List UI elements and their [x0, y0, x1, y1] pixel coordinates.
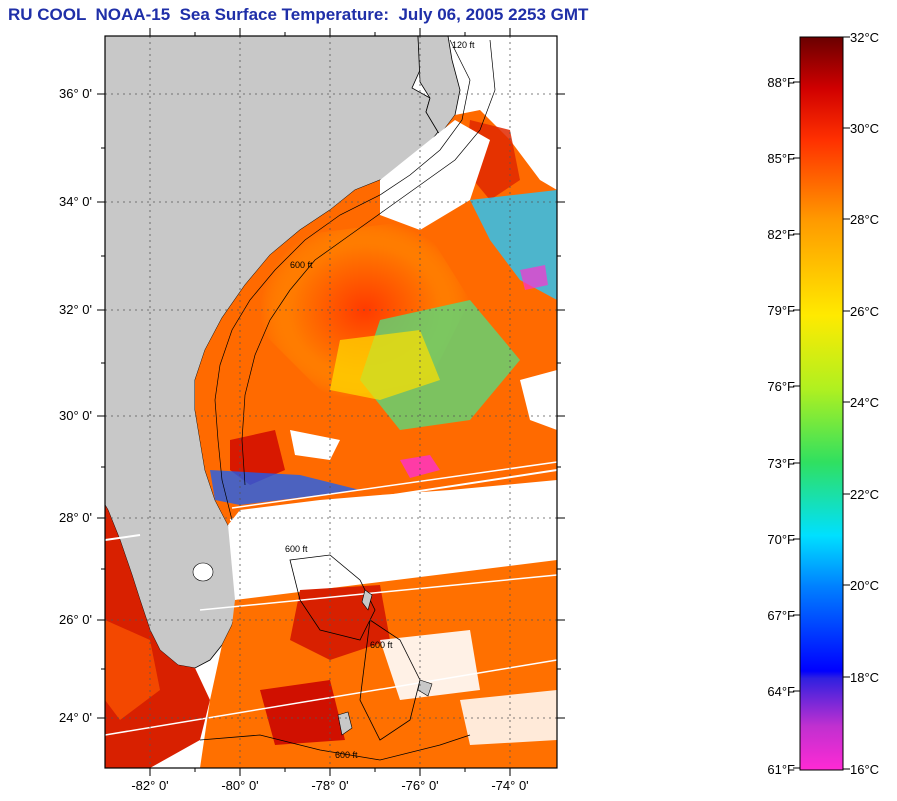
- depth-contour-120ft: [214, 39, 471, 521]
- sst-magenta-spots: [400, 455, 440, 478]
- colorbar-celsius-label: 32°C: [850, 30, 880, 45]
- cloud-ne-cape: [380, 120, 490, 230]
- swath-streak: [229, 469, 557, 521]
- swath-streak: [199, 574, 557, 611]
- bahamas-islands: [337, 589, 433, 736]
- lon-label: -80° 0': [221, 778, 259, 793]
- colorbar-fahrenheit-label: 79°F: [767, 303, 795, 318]
- sst-yellow-band: [330, 330, 440, 400]
- colorbar-celsius-label: 28°C: [850, 212, 880, 227]
- depth-label: 600 ft: [370, 640, 393, 650]
- cloud-patch: [290, 430, 340, 460]
- colorbar-fahrenheit-label: 64°F: [767, 684, 795, 699]
- sst-magenta-east: [520, 265, 548, 290]
- lat-label: 34° 0': [59, 194, 92, 209]
- depth-label: 600 ft: [335, 750, 358, 760]
- map-ticks: [97, 28, 565, 776]
- colorbar-fahrenheit-label: 82°F: [767, 227, 795, 242]
- colorbar-celsius-label: 18°C: [850, 670, 880, 685]
- cloud-bahamas: [380, 630, 480, 700]
- sst-blue-edge: [210, 470, 360, 505]
- bahamas-bank-contour: [289, 554, 376, 641]
- depth-label: 600 ft: [285, 544, 308, 554]
- lat-label: 28° 0': [59, 510, 92, 525]
- colorbar-celsius-label: 20°C: [850, 578, 880, 593]
- cuba-coast: [199, 734, 471, 761]
- colorbar-fahrenheit-label: 73°F: [767, 456, 795, 471]
- depth-label: 600 ft: [290, 260, 313, 270]
- bahamas-bank-contour-2: [359, 619, 421, 741]
- lon-label: -74° 0': [491, 778, 529, 793]
- swath-streak: [105, 534, 141, 541]
- lat-label: 26° 0': [59, 612, 92, 627]
- lat-label: 36° 0': [59, 86, 92, 101]
- swath-streak: [231, 461, 557, 509]
- lon-label: -78° 0': [311, 778, 349, 793]
- colorbar-fahrenheit-label: 61°F: [767, 762, 795, 777]
- colorbar-celsius-label: 24°C: [850, 395, 880, 410]
- colorbar-fahrenheit-label: 85°F: [767, 151, 795, 166]
- no-data-swath-gap: [228, 485, 557, 600]
- lat-label: 32° 0': [59, 302, 92, 317]
- cloud-patch-2: [520, 370, 557, 430]
- map-panel: [105, 36, 557, 768]
- lat-label: 24° 0': [59, 710, 92, 725]
- lon-label: -82° 0': [131, 778, 169, 793]
- lake-okeechobee: [192, 562, 214, 582]
- map-frame: [104, 35, 558, 769]
- colorbar-fahrenheit-label: 88°F: [767, 75, 795, 90]
- sst-gulf-patch: [105, 620, 160, 720]
- colorbar-celsius-label: 16°C: [850, 762, 880, 777]
- depth-label: 120 ft: [452, 40, 475, 50]
- lon-label: -76° 0': [401, 778, 439, 793]
- colorbar-fahrenheit-label: 70°F: [767, 532, 795, 547]
- cloud-bahamas-2: [460, 690, 557, 745]
- colorbar-celsius-label: 22°C: [850, 487, 880, 502]
- depth-contour-600ft: [241, 39, 496, 486]
- sst-bahamas-red-2: [260, 680, 345, 745]
- lat-label: 30° 0': [59, 408, 92, 423]
- colorbar-fahrenheit-label: 67°F: [767, 608, 795, 623]
- colorbar-fahrenheit-label: 76°F: [767, 379, 795, 394]
- swath-streak: [105, 659, 557, 736]
- colorbar-ticks: [793, 36, 850, 770]
- page-title: RU COOL NOAA-15 Sea Surface Temperature:…: [8, 5, 589, 24]
- colorbar-celsius-label: 30°C: [850, 121, 880, 136]
- colorbar-celsius-label: 26°C: [850, 304, 880, 319]
- map-gridlines: [105, 36, 557, 768]
- colorbar: [799, 36, 844, 771]
